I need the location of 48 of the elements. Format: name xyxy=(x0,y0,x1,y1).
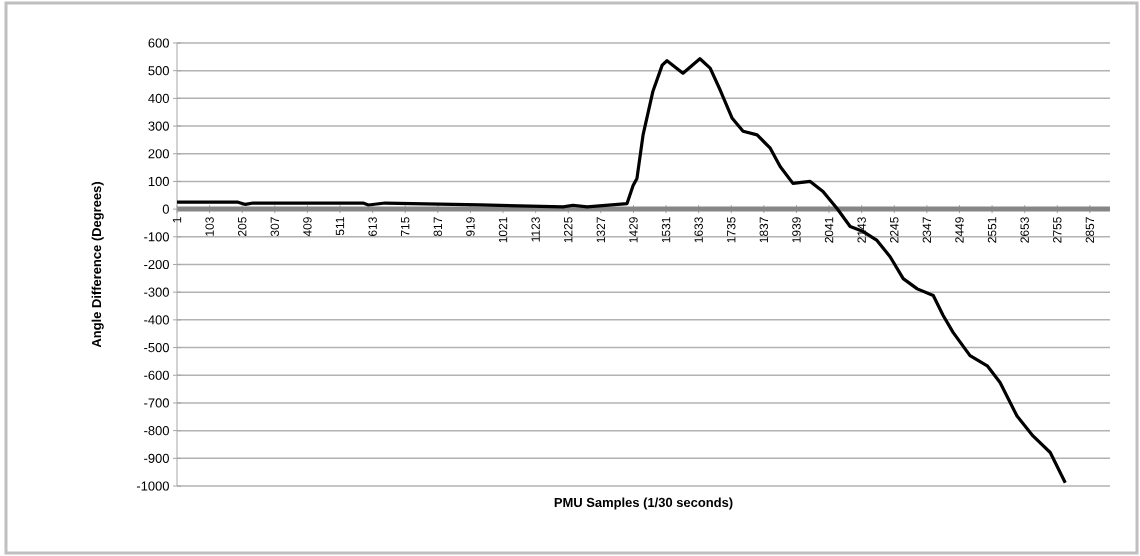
x-tick-label: 2551 xyxy=(987,217,997,243)
x-tick-label: 307 xyxy=(270,217,280,237)
x-tick-label: 2755 xyxy=(1053,217,1062,243)
y-tick-label: -700 xyxy=(144,398,169,408)
x-tick-label: 103 xyxy=(205,217,214,236)
y-tick-label: -600 xyxy=(144,370,169,380)
x-tick-label: 1939 xyxy=(792,217,801,243)
x-tick-label: 409 xyxy=(303,217,312,237)
y-tick-label: -500 xyxy=(144,342,169,353)
x-tick-label: 1531 xyxy=(661,217,671,243)
x-tick-label: 817 xyxy=(433,217,443,237)
y-tick-label: 600 xyxy=(148,38,169,48)
y-tick-label: -1000 xyxy=(136,481,169,491)
x-tick-label: 2245 xyxy=(890,217,899,243)
x-tick-label: 2041 xyxy=(824,217,834,243)
y-tick-label: -100 xyxy=(144,232,169,242)
y-tick-label: -900 xyxy=(144,453,169,463)
x-tick-label: 511 xyxy=(335,217,345,236)
y-tick-label: -300 xyxy=(144,287,169,297)
y-tick-label: -800 xyxy=(144,426,169,436)
x-tick-label: 1 xyxy=(172,217,182,223)
x-tick-label: 1225 xyxy=(564,217,573,243)
x-tick-label: 919 xyxy=(466,217,475,237)
y-tick-label: 400 xyxy=(148,93,169,103)
x-axis-title: PMU Samples (1/30 seconds) xyxy=(554,497,733,510)
line-series xyxy=(175,57,1067,485)
x-tick-label: 1123 xyxy=(531,217,540,242)
y-tick-label: 0 xyxy=(162,204,169,214)
x-tick-label: 715 xyxy=(401,217,410,236)
y-tick-label: 300 xyxy=(148,121,169,131)
x-tick-label: 2653 xyxy=(1020,217,1029,243)
x-tick-label: 1735 xyxy=(727,217,736,243)
x-tick-label: 1633 xyxy=(694,217,703,243)
y-tick-label: 500 xyxy=(148,66,169,76)
x-tick-label: 2857 xyxy=(1085,217,1095,243)
y-tick-label: -200 xyxy=(144,259,169,270)
x-tick-label: 2449 xyxy=(955,217,964,243)
x-tick-label: 1021 xyxy=(498,217,508,243)
x-tick-label: 613 xyxy=(368,217,377,236)
x-tick-label: 2347 xyxy=(922,217,932,243)
x-tick-label: 1837 xyxy=(759,217,769,243)
x-tick-label: 1429 xyxy=(629,217,638,243)
y-axis-title: Angle Difference (Degrees) xyxy=(91,182,104,348)
y-tick-label: -400 xyxy=(144,315,169,325)
y-tick-label: 200 xyxy=(148,149,169,159)
y-tick-label: 100 xyxy=(148,176,169,187)
x-tick-label: 1327 xyxy=(596,217,606,243)
x-tick-label: 205 xyxy=(237,217,247,236)
